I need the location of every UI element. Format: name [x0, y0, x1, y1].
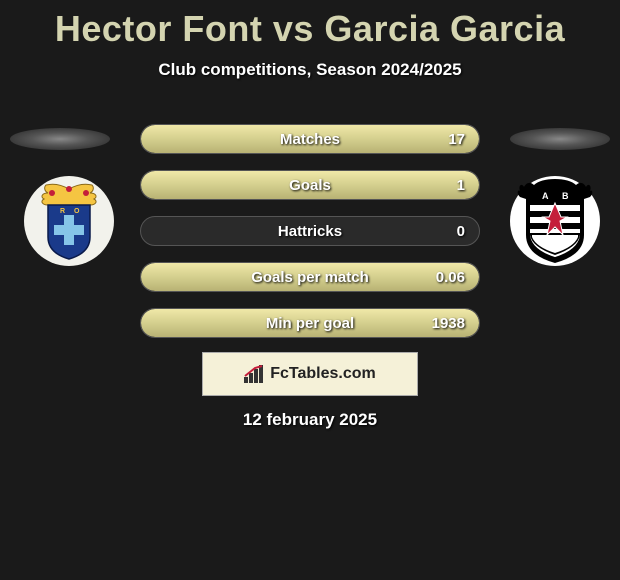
svg-text:O: O	[74, 208, 80, 215]
stat-value: 0.06	[436, 269, 465, 286]
stat-value: 1	[457, 177, 465, 194]
club-crest-right: A B	[510, 176, 600, 266]
date-label: 12 february 2025	[0, 410, 620, 430]
stat-label: Matches	[141, 131, 479, 148]
stat-label: Goals	[141, 177, 479, 194]
stat-row: Matches17	[140, 124, 480, 154]
svg-text:A: A	[542, 191, 549, 201]
stat-value: 0	[457, 223, 465, 240]
stat-label: Hattricks	[141, 223, 479, 240]
player-shadow-left	[10, 128, 110, 150]
stat-row: Min per goal1938	[140, 308, 480, 338]
brand-badge: FcTables.com	[202, 352, 418, 396]
stat-value: 1938	[432, 315, 465, 332]
oviedo-crest-icon: R O	[34, 181, 104, 261]
page-title: Hector Font vs Garcia Garcia	[0, 0, 620, 50]
subtitle: Club competitions, Season 2024/2025	[0, 60, 620, 80]
svg-text:B: B	[562, 191, 569, 201]
stat-row: Goals per match0.06	[140, 262, 480, 292]
svg-text:R: R	[60, 208, 65, 215]
stat-row: Hattricks0	[140, 216, 480, 246]
stats-container: Matches17 Goals1 Hattricks0 Goals per match…	[140, 124, 480, 354]
albacete-crest-icon: A B	[516, 177, 594, 265]
stat-label: Goals per match	[141, 269, 479, 286]
chart-icon	[244, 365, 266, 383]
stat-value: 17	[448, 131, 465, 148]
player-shadow-right	[510, 128, 610, 150]
brand-text: FcTables.com	[270, 365, 376, 383]
stat-row: Goals1	[140, 170, 480, 200]
club-crest-left: R O	[24, 176, 114, 266]
stat-label: Min per goal	[141, 315, 479, 332]
